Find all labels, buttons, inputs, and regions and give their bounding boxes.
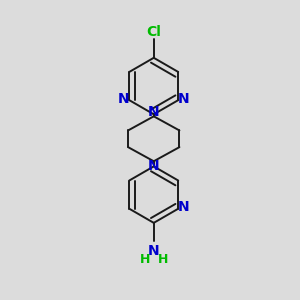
- Text: N: N: [148, 105, 160, 119]
- Text: N: N: [118, 92, 130, 106]
- Text: H: H: [158, 253, 168, 266]
- Text: N: N: [178, 200, 190, 214]
- Text: Cl: Cl: [146, 25, 161, 39]
- Text: H: H: [140, 253, 150, 266]
- Text: N: N: [178, 92, 190, 106]
- Text: N: N: [148, 244, 160, 258]
- Text: N: N: [148, 159, 160, 173]
